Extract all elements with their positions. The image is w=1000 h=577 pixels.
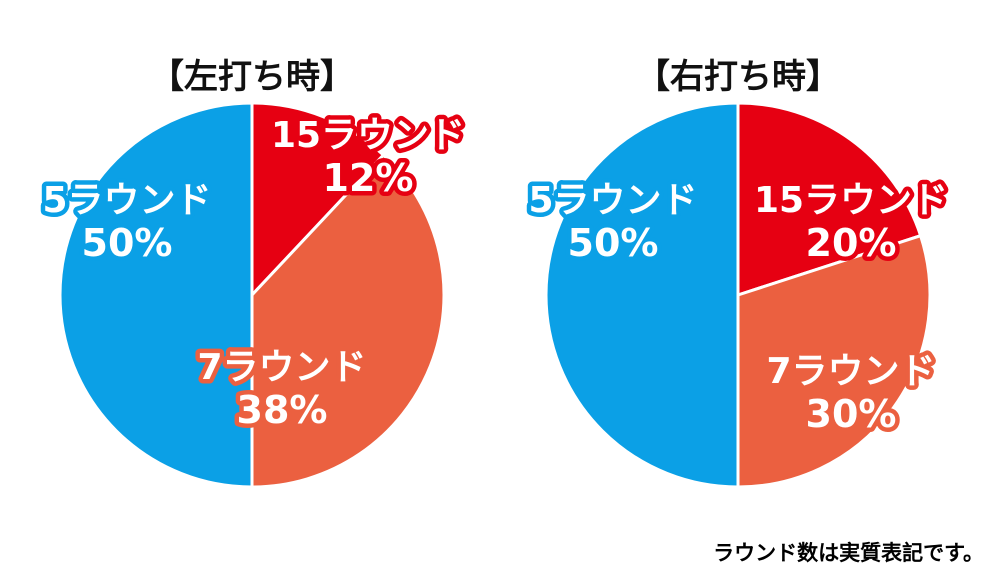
left-slice-15ラウンド (250, 101, 386, 299)
right-slice-7ラウンド (736, 233, 932, 489)
right-chart-title: 【右打ち時】 (636, 57, 840, 97)
left-slice-name-label: 5ラウンド (42, 180, 211, 221)
left-slice-value-label: 50% (82, 221, 173, 265)
left-slice-7ラウンド (250, 152, 446, 489)
footnote: ラウンド数は実質表記です。 (713, 541, 984, 565)
left-slice-name-label: 15ラウンド (271, 115, 465, 156)
right-slice-value-label: 20% (806, 221, 897, 265)
right-slice-value-label: 50% (568, 221, 659, 265)
left-slice-value-label: 12% (323, 156, 414, 200)
right-slice-value-label: 30% (806, 392, 897, 436)
right-slice-name-label: 7ラウンド (766, 351, 935, 392)
left-chart-title: 【左打ち時】 (150, 57, 354, 97)
left-slice-value-label: 38% (237, 388, 328, 432)
right-slice-name-label: 5ラウンド (528, 180, 697, 221)
left-slice-5ラウンド (58, 101, 254, 489)
right-slice-name-label: 15ラウンド (754, 180, 948, 221)
right-slice-5ラウンド (544, 101, 740, 489)
left-slice-name-label: 7ラウンド (197, 347, 366, 388)
right-slice-15ラウンド (736, 101, 923, 298)
